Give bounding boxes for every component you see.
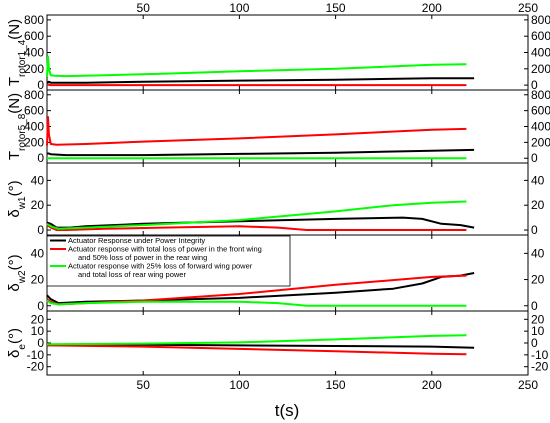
y-tick-label: 200: [24, 135, 44, 149]
y-tick-label: 0: [531, 78, 538, 92]
y-tick-label: 20: [31, 273, 45, 287]
y-tick-label: 40: [31, 246, 45, 260]
y-tick-label: 600: [531, 29, 550, 43]
series-line-integrity-de: [47, 343, 475, 349]
x-tick-label-top: 200: [422, 1, 442, 15]
panel-frame-rotor5_8: [46, 89, 529, 164]
series-line-forward_loss-de: [46, 334, 467, 346]
y-tick-label: 0: [37, 78, 44, 92]
x-tick-label-top: 250: [518, 1, 538, 15]
y-tick-label: -20: [531, 360, 549, 374]
series-line-forward_loss-dw1: [46, 200, 467, 230]
x-tick-label: 50: [137, 378, 151, 392]
y-tick-label: 200: [531, 135, 550, 149]
x-tick-label-top: 100: [229, 1, 249, 15]
y-tick-label: 600: [24, 29, 44, 43]
y-tick-label: 400: [24, 120, 44, 134]
y-tick-label: -20: [27, 360, 45, 374]
y-tick-label: 0: [531, 151, 538, 165]
y-tick-label: 0: [37, 336, 44, 350]
y-tick-label: 800: [531, 13, 550, 27]
y-tick-label: 600: [531, 104, 550, 118]
y-tick-label: 0: [37, 299, 44, 313]
y-tick-label: 20: [531, 312, 545, 326]
y-axis-label-rotor1_4: Trotor1_4(N): [6, 19, 28, 86]
y-axis-label-de: δe(°): [6, 328, 28, 358]
y-tick-label: -10: [531, 348, 549, 362]
y-tick-label: 10: [531, 324, 545, 338]
y-tick-label: 800: [24, 13, 44, 27]
y-tick-label: 0: [531, 299, 538, 313]
y-tick-label: -10: [27, 348, 45, 362]
y-tick-label: 200: [531, 62, 550, 76]
y-tick-label: 10: [31, 324, 45, 338]
y-tick-label: 800: [531, 88, 550, 102]
x-tick-label: 150: [326, 378, 346, 392]
y-tick-label: 400: [531, 120, 550, 134]
x-tick-label-top: 150: [326, 1, 346, 15]
y-tick-label: 200: [24, 62, 44, 76]
x-tick-label: 250: [518, 378, 538, 392]
y-tick-label: 0: [37, 151, 44, 165]
y-tick-label: 600: [24, 104, 44, 118]
legend-label: Actuator response with total loss of pow…: [68, 245, 262, 254]
y-tick-label: 0: [531, 223, 538, 237]
y-axis-label-dw2: δw2(°): [6, 254, 28, 291]
legend-label: Actuator response with 25% loss of forwa…: [68, 262, 253, 271]
y-tick-label: 0: [531, 336, 538, 350]
y-tick-label: 0: [37, 223, 44, 237]
series-line-integrity-rotor5_8: [47, 148, 475, 157]
legend-label: and total loss of rear wing power: [78, 270, 186, 279]
x-tick-label: 100: [229, 378, 249, 392]
x-axis-label: t(s): [275, 401, 300, 420]
series-line-front_loss-de: [46, 344, 467, 356]
x-tick-label: 200: [422, 378, 442, 392]
y-tick-label: 40: [531, 173, 545, 187]
x-tick-label-top: 50: [137, 1, 151, 15]
y-tick-label: 400: [24, 46, 44, 60]
y-tick-label: 40: [31, 173, 45, 187]
series-line-front_loss-rotor5_8: [46, 116, 467, 146]
y-tick-label: 20: [531, 198, 545, 212]
y-tick-label: 40: [531, 246, 545, 260]
legend-label: and 50% loss of power in the rear wing: [78, 253, 207, 262]
y-tick-label: 20: [531, 273, 545, 287]
legend: Actuator Response under Power IntegrityA…: [46, 235, 291, 287]
lines-layer: [46, 55, 475, 356]
y-tick-label: 20: [31, 198, 45, 212]
series-line-integrity-rotor1_4: [46, 77, 475, 84]
y-tick-label: 400: [531, 46, 550, 60]
series-line-front_loss-dw1: [46, 224, 467, 231]
y-tick-label: 800: [24, 88, 44, 102]
series-line-forward_loss-dw2: [46, 299, 467, 307]
y-axis-label-rotor5_8: Trotor5_8(N): [6, 93, 28, 160]
y-axis-label-dw1: δw1(°): [6, 180, 28, 217]
legend-label: Actuator Response under Power Integrity: [68, 236, 205, 245]
series-line-forward_loss-rotor1_4: [46, 55, 467, 78]
legend-box: [46, 235, 291, 287]
y-tick-label: 20: [31, 312, 45, 326]
series-line-front_loss-rotor1_4: [46, 83, 467, 87]
